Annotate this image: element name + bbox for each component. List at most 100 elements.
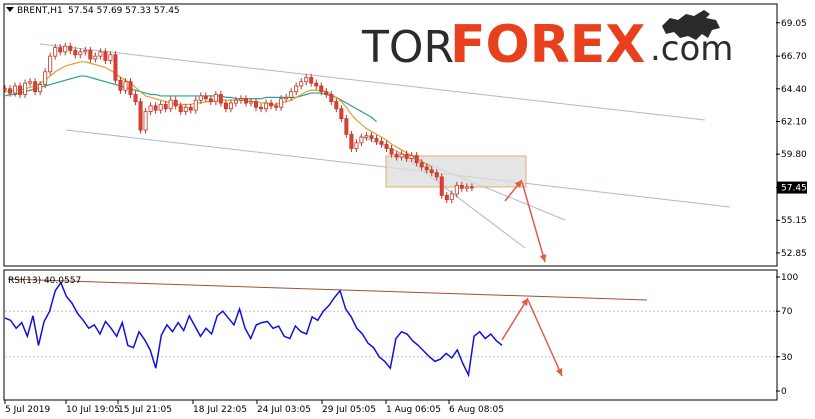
candle-body: [444, 194, 449, 201]
rsi-arrow-up-head: [521, 298, 528, 306]
current-price-box: [777, 181, 807, 194]
candle-body: [73, 50, 78, 56]
support-zone: [385, 155, 527, 188]
candle-body: [379, 140, 384, 145]
candle-body: [98, 51, 103, 57]
rsi-line: [4, 281, 503, 378]
candle-body: [48, 55, 53, 73]
candle-body: [364, 135, 369, 138]
candle-body: [3, 88, 8, 91]
candle-body: [344, 118, 349, 135]
candle-body: [459, 185, 464, 189]
candle-body: [118, 79, 123, 91]
candle-body: [264, 102, 269, 110]
candle-body: [108, 54, 113, 61]
candle-body: [123, 81, 128, 91]
candle-body: [213, 94, 218, 103]
candle-body: [394, 153, 399, 158]
rsi-tick-label: 30: [781, 353, 793, 363]
candle-body: [319, 85, 324, 93]
candle-body: [284, 96, 289, 100]
candle-body: [68, 45, 73, 51]
candle-body: [158, 104, 163, 111]
candle-body: [203, 95, 208, 100]
candle-body: [88, 50, 93, 60]
candle-body: [449, 193, 454, 201]
candle-body: [78, 51, 83, 56]
candle-body: [434, 172, 439, 178]
candle-body: [188, 106, 193, 111]
fast-moving-average: [5, 61, 433, 168]
candle-body: [8, 88, 13, 94]
candle-body: [304, 77, 309, 83]
candle-body: [314, 82, 319, 87]
x-tick-label: 29 Jul 05:05: [322, 405, 376, 415]
price-tick-label: 57.45: [781, 184, 807, 194]
x-tick-label: 1 Aug 06:05: [386, 405, 441, 415]
candle-body: [329, 94, 334, 103]
candle-body: [429, 169, 434, 174]
price-tick-label: 62.10: [781, 118, 807, 128]
rsi-arrow-down-head: [555, 368, 563, 376]
rsi-arrow-down: [527, 299, 563, 377]
rsi-tick-label: 70: [781, 307, 793, 317]
symbol-label: BRENT,H1: [17, 6, 63, 16]
candle-body: [168, 99, 173, 110]
rsi-panel: [3, 269, 778, 401]
forecast-arrow-down-head: [539, 254, 547, 262]
rsi-arrow-up: [501, 297, 529, 341]
candle-body: [454, 185, 459, 195]
candle-body: [183, 106, 188, 112]
candle-body: [138, 101, 143, 131]
bull-icon: [662, 10, 720, 40]
candle-body: [163, 104, 168, 110]
price-tick-label: 64.40: [781, 85, 807, 95]
candle-body: [409, 155, 414, 159]
candle-body: [294, 85, 299, 93]
rsi-trend-line: [7, 278, 648, 301]
candle-body: [399, 153, 404, 158]
rsi-layer: [4, 278, 776, 378]
price-panel: [3, 3, 778, 267]
candle-body: [384, 143, 389, 149]
candle-body: [53, 47, 58, 57]
rsi-tick-label: 100: [781, 273, 798, 283]
watermark-tor: TOR: [361, 22, 454, 73]
candle-body: [254, 101, 259, 108]
candle-body: [469, 186, 474, 189]
candle-body: [309, 77, 314, 84]
candle-body: [193, 99, 198, 111]
candle-body: [439, 176, 444, 196]
candle-body: [248, 101, 253, 104]
candle-body: [339, 108, 344, 120]
candle-body: [43, 71, 48, 85]
x-tick-label: 6 Aug 08:05: [449, 405, 504, 415]
rsi-title: RSI(13) 40.0557: [8, 276, 81, 286]
watermark-forex: FOREX: [450, 15, 645, 75]
candle-body: [299, 81, 304, 87]
x-tick-label: 24 Jul 03:05: [257, 405, 311, 415]
candle-body: [414, 155, 419, 164]
candle-body: [274, 105, 279, 108]
chart-header: BRENT,H1 57.54 57.69 57.33 57.45: [6, 6, 180, 16]
x-tick-label: 18 Jul 22:05: [193, 405, 247, 415]
candle-body: [374, 138, 379, 142]
price-tick-label: 66.70: [781, 52, 807, 62]
candle-body: [228, 102, 233, 110]
price-tick-label: 52.85: [781, 249, 807, 259]
candle-body: [269, 102, 274, 107]
rsi-tick-label: 0: [781, 387, 787, 397]
candle-body: [238, 98, 243, 101]
candle-body: [289, 91, 294, 98]
candle-body: [113, 54, 118, 81]
candle-body: [334, 101, 339, 110]
trend-channel-line: [39, 43, 706, 121]
candle-body: [18, 85, 23, 95]
candle-body: [63, 45, 68, 53]
candle-body: [389, 148, 394, 155]
triangle-down-icon[interactable]: [6, 7, 14, 12]
candle-body: [259, 106, 264, 110]
candle-body: [198, 95, 203, 101]
